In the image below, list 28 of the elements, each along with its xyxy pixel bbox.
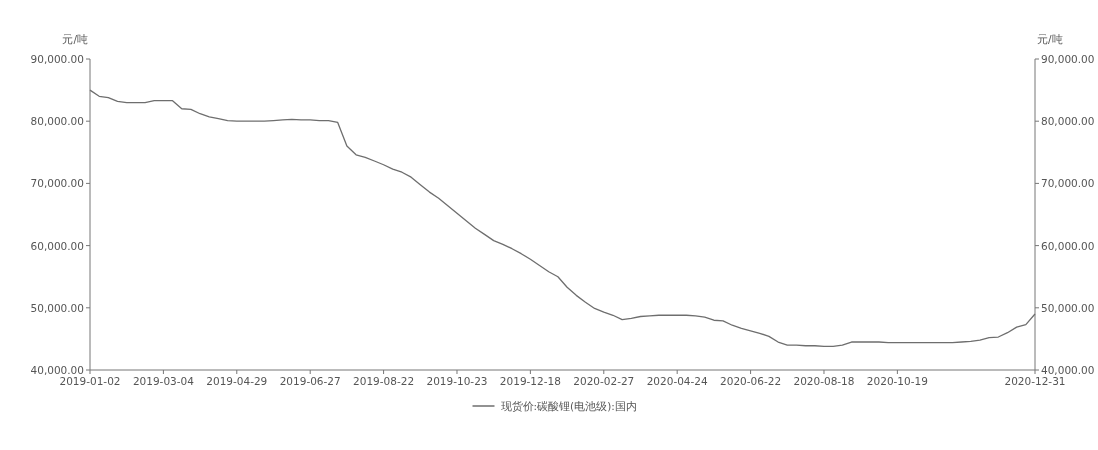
x-tick-label: 2019-04-29 — [206, 375, 268, 387]
y-tick-label: 70,000.00 — [30, 177, 84, 190]
y2-tick-label: 80,000.00 — [1041, 115, 1095, 128]
x-tick-label: 2020-12-31 — [1004, 375, 1066, 387]
x-tick-label: 2019-06-27 — [279, 375, 341, 387]
y2-tick-label: 70,000.00 — [1041, 177, 1095, 190]
y2-tick-label: 60,000.00 — [1041, 239, 1095, 252]
legend-label: 现货价:碳酸锂(电池级):国内 — [500, 400, 637, 412]
y-tick-label: 50,000.00 — [30, 301, 84, 314]
y-axis-title: 元/吨 — [62, 33, 88, 45]
x-tick-label: 2019-08-22 — [353, 375, 415, 387]
x-tick-label: 2020-06-22 — [720, 375, 782, 387]
y-tick-label: 40,000.00 — [30, 364, 84, 376]
y2-tick-label: 40,000.00 — [1041, 364, 1095, 376]
x-tick-label: 2019-03-04 — [132, 375, 195, 387]
y2-axis-title: 元/吨 — [1037, 33, 1063, 45]
y2-tick-label: 50,000.00 — [1041, 301, 1095, 314]
x-tick-label: 2020-02-27 — [573, 375, 635, 387]
y2-tick-label: 90,000.00 — [1041, 53, 1095, 65]
y-tick-label: 80,000.00 — [30, 115, 84, 128]
x-tick-label: 2019-12-18 — [499, 375, 561, 387]
x-tick-label: 2019-10-23 — [426, 375, 488, 387]
y-tick-label: 90,000.00 — [30, 53, 84, 65]
x-tick-label: 2020-08-18 — [793, 375, 855, 387]
x-tick-label: 2020-04-24 — [646, 375, 709, 387]
y-tick-label: 60,000.00 — [30, 239, 84, 252]
x-tick-label: 2019-01-02 — [59, 375, 121, 387]
x-tick-label: 2020-10-19 — [866, 375, 928, 387]
